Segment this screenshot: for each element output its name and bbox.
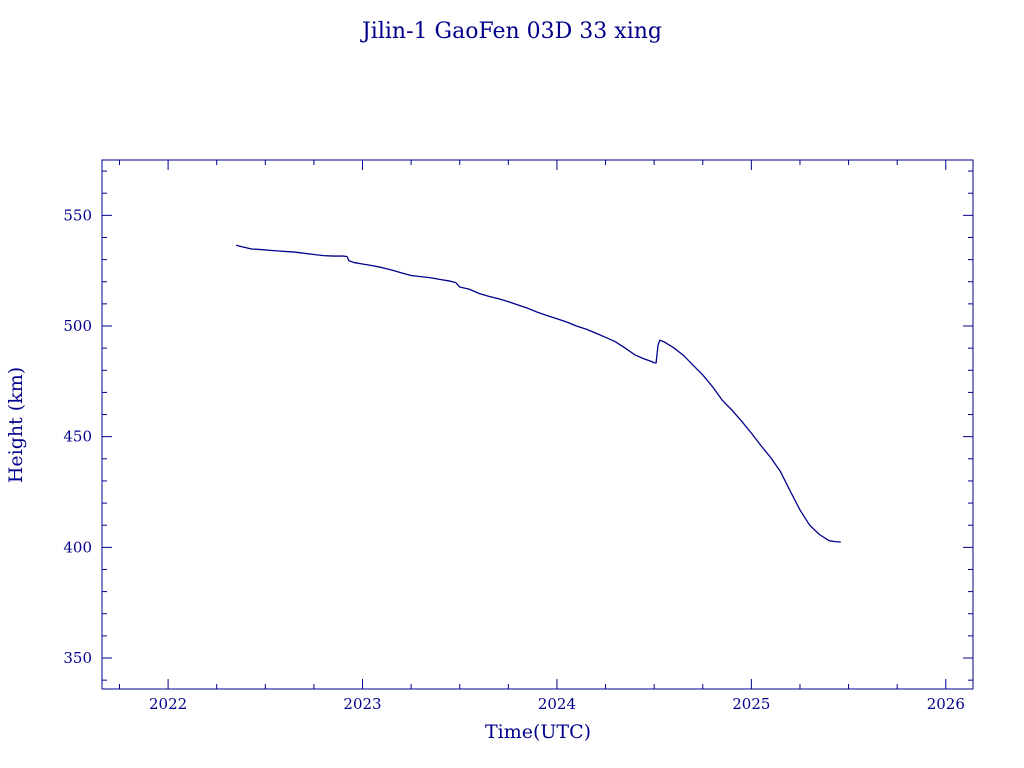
tick-labels: 2022 2023 2024 2025 2026 350 400 450 500 550 [63,206,965,713]
x-tick-label: 2023 [343,695,381,713]
y-tick-label: 450 [63,428,92,446]
x-tick-label: 2022 [149,695,187,713]
y-tick-label: 350 [63,649,92,667]
y-axis-label: Height (km) [5,367,27,483]
chart-title: Jilin-1 GaoFen 03D 33 xing [360,19,662,44]
plot-frame [101,159,974,690]
x-tick-label: 2025 [732,695,770,713]
y-tick-label: 500 [63,317,92,335]
x-tick-label: 2024 [538,695,576,713]
height-series-line [235,244,841,543]
x-axis-label: Time(UTC) [485,721,591,743]
x-tick-label: 2026 [927,695,965,713]
axis-ticks [102,160,973,689]
y-tick-label: 550 [63,206,92,224]
y-tick-label: 400 [63,538,92,556]
